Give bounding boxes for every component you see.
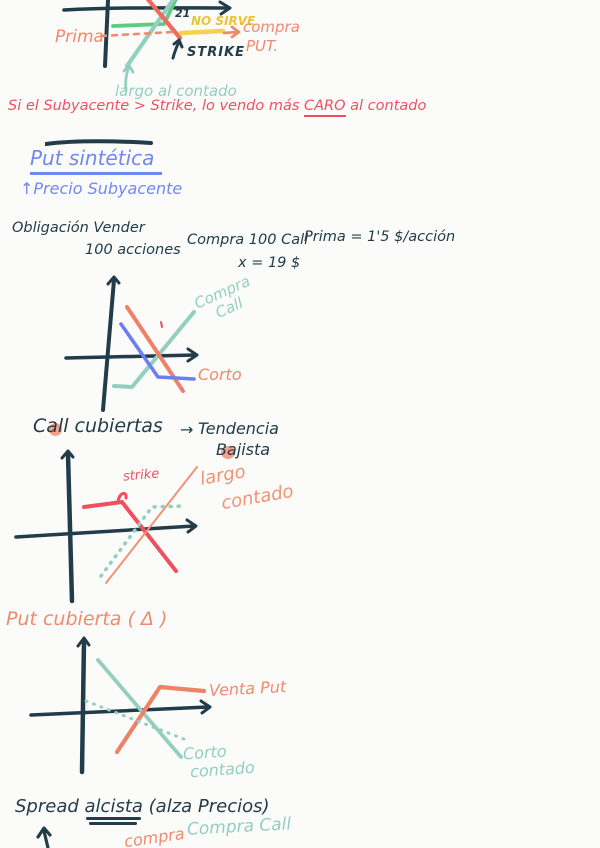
largo-arrow <box>122 63 135 92</box>
put-sintetica-chart <box>64 275 199 412</box>
compra-put-arrow <box>222 25 241 39</box>
spread-alcista-title: Spread alcista (alza Precios) <box>15 796 270 825</box>
x-axis-arrowhead <box>186 347 199 363</box>
section-divider <box>45 139 153 146</box>
note-suffix: al contado <box>345 98 427 114</box>
covered-call-hook <box>116 492 128 503</box>
long-spot-line <box>124 0 176 69</box>
venta-put-line <box>114 684 207 755</box>
point-value: 21 <box>175 7 191 20</box>
corto-contado-line <box>96 658 183 759</box>
x-axis <box>64 353 197 360</box>
next-chart-axis-partial <box>36 826 52 848</box>
y-axis <box>101 278 116 412</box>
x-axis <box>62 6 229 12</box>
tendencia-arrow: → <box>180 420 194 439</box>
corto-chart-label: Corto <box>198 365 242 384</box>
put-sintetica-title-text: Put sintética <box>30 146 163 175</box>
spread-title-prefix: Spread <box>15 796 85 817</box>
compra-put-label-2: PUT. <box>246 37 279 55</box>
compra-call-line <box>112 310 196 389</box>
prima-label: Prima <box>55 27 104 47</box>
y-axis-arrowhead <box>60 449 75 460</box>
venta-put-chart-label: Venta Put <box>208 676 287 701</box>
note-prefix: Si el Subyacente > Strike, lo vendo más <box>8 98 304 114</box>
y-axis <box>79 638 87 775</box>
put-sintetica-subtitle: ↑Precio Subyacente <box>20 179 183 198</box>
highlight-dot <box>49 423 62 436</box>
put-sintetica-title: Put sintética <box>30 146 163 175</box>
largo-contado-line <box>105 466 198 584</box>
short-put-line <box>145 0 183 41</box>
strike-arrow <box>171 38 184 60</box>
obligation-note-line2: 100 acciones <box>85 242 181 258</box>
x-axis <box>29 705 210 717</box>
compra-bottom-label: compra <box>122 823 186 848</box>
long-call-line <box>111 0 178 28</box>
y-axis-arrowhead <box>76 636 91 648</box>
x-axis <box>14 524 196 539</box>
synthetic-long-chart <box>62 0 241 92</box>
x-axis-arrowhead <box>218 0 232 16</box>
prima-dashed-line <box>99 30 174 38</box>
put-payoff-line <box>119 322 196 381</box>
call-cubiertas-title: Call cubiertas <box>33 415 163 437</box>
spread-title-suffix: (alza Precios) <box>142 796 270 817</box>
spread-title-emphasis: alcista <box>84 796 143 825</box>
obligation-note-line1: Obligación Vender <box>12 220 145 236</box>
prima-value-note: Prima = 1'5 $/acción <box>304 229 456 245</box>
put-cubierta-title: Put cubierta ( Δ ) <box>6 608 168 630</box>
call-cubiertas-chart <box>14 449 198 604</box>
x-axis-arrowhead <box>199 699 212 715</box>
y-axis <box>65 451 75 604</box>
compra-call-bottom-label: Compra Call <box>186 814 292 840</box>
y-axis-arrowhead <box>106 275 121 286</box>
covered-call-line <box>82 500 178 573</box>
y-axis <box>103 0 110 68</box>
compra-put-label-1: compra <box>243 18 300 36</box>
strike-value-note: x = 19 $ <box>238 255 301 271</box>
small-red-tick <box>160 321 163 328</box>
x-axis-arrowhead <box>185 518 198 534</box>
note-line: Si el Subyacente > Strike, lo vendo más … <box>8 98 427 117</box>
note-emphasis: CARO <box>304 98 346 117</box>
put-cubierta-chart <box>29 636 212 775</box>
highlight-dot <box>221 446 235 459</box>
flat-payoff-line <box>178 28 226 36</box>
dotted-put-line <box>84 699 191 743</box>
bajista-label: Bajista <box>216 440 271 459</box>
no-sirve-label: NO SIRVE <box>191 14 256 28</box>
largo-al-contado-label: largo al contado <box>115 82 237 100</box>
tendencia-label: Tendencia <box>198 419 279 438</box>
compra-call-note: Compra 100 Call <box>187 232 309 248</box>
strike-label: STRIKE <box>187 45 246 60</box>
